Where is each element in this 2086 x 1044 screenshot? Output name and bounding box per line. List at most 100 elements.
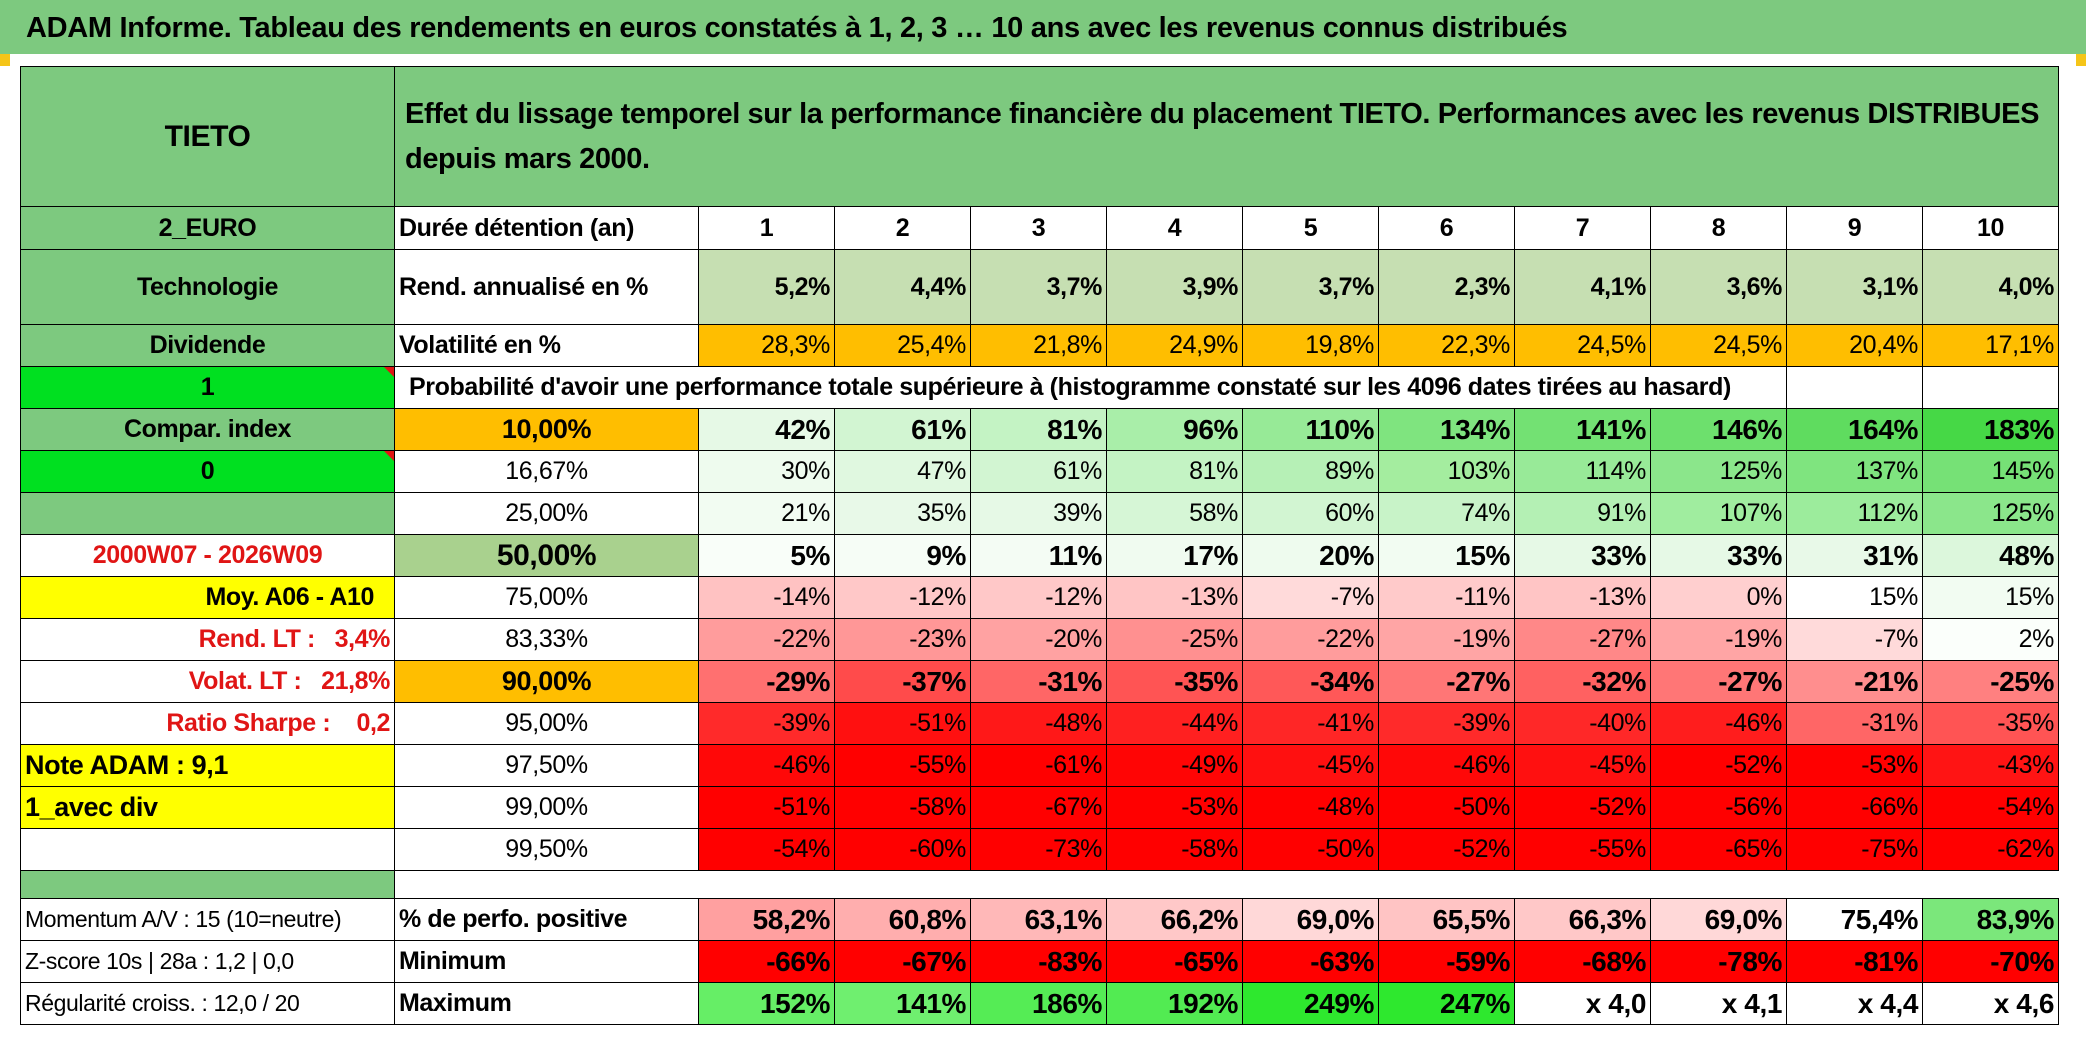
probability-cell: -34%: [1243, 661, 1379, 703]
probability-threshold: 99,00%: [395, 787, 699, 829]
probability-cell: 60%: [1243, 493, 1379, 535]
probability-cell: 141%: [1515, 409, 1651, 451]
probability-cell: -23%: [835, 619, 971, 661]
probability-cell: -32%: [1515, 661, 1651, 703]
maximum-cell: x 4,6: [1923, 983, 2059, 1025]
table-description: Effet du lissage temporel sur la perform…: [395, 67, 2059, 207]
stock-name: TIETO: [21, 67, 395, 207]
duration-label: Durée détention (an): [395, 207, 699, 250]
minimum-cell: -68%: [1515, 941, 1651, 983]
probability-cell: -56%: [1651, 787, 1787, 829]
probability-threshold: 99,50%: [395, 829, 699, 871]
year-header: 5: [1243, 207, 1379, 250]
volatility-label: Volatilité en %: [395, 325, 699, 367]
positive-perf-cell: 63,1%: [971, 899, 1107, 941]
annual-return-label: Rend. annualisé en %: [395, 250, 699, 325]
volatility-cell: 25,4%: [835, 325, 971, 367]
probability-cell: -67%: [971, 787, 1107, 829]
probability-cell: 114%: [1515, 451, 1651, 493]
probability-cell: -50%: [1243, 829, 1379, 871]
positive-perf-cell: 60,8%: [835, 899, 971, 941]
probability-cell: 137%: [1787, 451, 1923, 493]
probability-cell: 81%: [1107, 451, 1243, 493]
probability-threshold: 10,00%: [395, 409, 699, 451]
probability-cell: 96%: [1107, 409, 1243, 451]
probability-cell: -25%: [1107, 619, 1243, 661]
probability-threshold: 75,00%: [395, 577, 699, 619]
probability-cell: -48%: [971, 703, 1107, 745]
maximum-cell: 152%: [699, 983, 835, 1025]
probability-cell: 33%: [1515, 535, 1651, 577]
probability-threshold: 90,00%: [395, 661, 699, 703]
volatility-cell: 22,3%: [1379, 325, 1515, 367]
probability-cell: -22%: [1243, 619, 1379, 661]
probability-cell: 42%: [699, 409, 835, 451]
probability-cell: 146%: [1651, 409, 1787, 451]
probability-cell: -48%: [1243, 787, 1379, 829]
probability-cell: -54%: [1923, 787, 2059, 829]
annual-return-cell: 4,0%: [1923, 250, 2059, 325]
positive-perf-cell: 83,9%: [1923, 899, 2059, 941]
note-adam-label: Note ADAM : 9,1: [21, 745, 395, 787]
minimum-cell: -78%: [1651, 941, 1787, 983]
volatility-cell: 19,8%: [1243, 325, 1379, 367]
probability-cell: 91%: [1515, 493, 1651, 535]
probability-cell: -54%: [699, 829, 835, 871]
probability-cell: -65%: [1651, 829, 1787, 871]
probability-cell: -44%: [1107, 703, 1243, 745]
probability-cell: -12%: [835, 577, 971, 619]
probability-cell: -55%: [835, 745, 971, 787]
probability-cell: 33%: [1651, 535, 1787, 577]
probability-cell: 183%: [1923, 409, 2059, 451]
probability-cell: -35%: [1923, 703, 2059, 745]
probability-cell: -75%: [1787, 829, 1923, 871]
minimum-cell: -83%: [971, 941, 1107, 983]
volatility-cell: 21,8%: [971, 325, 1107, 367]
year-header: 1: [699, 207, 835, 250]
minimum-cell: -70%: [1923, 941, 2059, 983]
regularite-label: Régularité croiss. : 12,0 / 20: [21, 983, 395, 1025]
period-label: 2000W07 - 2026W09: [21, 535, 395, 577]
annual-return-cell: 3,7%: [971, 250, 1107, 325]
probability-cell: -35%: [1107, 661, 1243, 703]
probability-cell: -39%: [699, 703, 835, 745]
sharpe-label: Ratio Sharpe : 0,2: [21, 703, 395, 745]
volatility-cell: 20,4%: [1787, 325, 1923, 367]
probability-cell: -31%: [1787, 703, 1923, 745]
probability-cell: -12%: [971, 577, 1107, 619]
currency-label: 2_EURO: [21, 207, 395, 250]
maximum-cell: x 4,1: [1651, 983, 1787, 1025]
performance-table: TIETO Effet du lissage temporel sur la p…: [20, 66, 2059, 1025]
flag-zero-cell[interactable]: 0: [21, 451, 395, 493]
probability-cell: -27%: [1515, 619, 1651, 661]
probability-cell: -45%: [1243, 745, 1379, 787]
probability-cell: 134%: [1379, 409, 1515, 451]
probability-cell: 11%: [971, 535, 1107, 577]
flag-one-cell[interactable]: 1: [21, 367, 395, 409]
probability-cell: 48%: [1923, 535, 2059, 577]
minimum-cell: -63%: [1243, 941, 1379, 983]
sector-label: Technologie: [21, 250, 395, 325]
avec-div-label: 1_avec div: [21, 787, 395, 829]
probability-cell: 20%: [1243, 535, 1379, 577]
right-edge-marker: [2076, 54, 2086, 66]
probability-cell: -73%: [971, 829, 1107, 871]
empty-cell: [1923, 367, 2059, 409]
probability-cell: 58%: [1107, 493, 1243, 535]
probability-cell: 61%: [835, 409, 971, 451]
probability-cell: -45%: [1515, 745, 1651, 787]
positive-perf-cell: 58,2%: [699, 899, 835, 941]
probability-cell: 15%: [1923, 577, 2059, 619]
positive-perf-cell: 66,2%: [1107, 899, 1243, 941]
probability-cell: 125%: [1923, 493, 2059, 535]
probability-cell: -52%: [1379, 829, 1515, 871]
zscore-label: Z-score 10s | 28a : 1,2 | 0,0: [21, 941, 395, 983]
volatility-cell: 24,5%: [1515, 325, 1651, 367]
minimum-cell: -66%: [699, 941, 835, 983]
volatility-cell: 24,9%: [1107, 325, 1243, 367]
probability-cell: -62%: [1923, 829, 2059, 871]
probability-cell: 107%: [1651, 493, 1787, 535]
positive-perf-cell: 66,3%: [1515, 899, 1651, 941]
minimum-cell: -67%: [835, 941, 971, 983]
annual-return-cell: 3,9%: [1107, 250, 1243, 325]
